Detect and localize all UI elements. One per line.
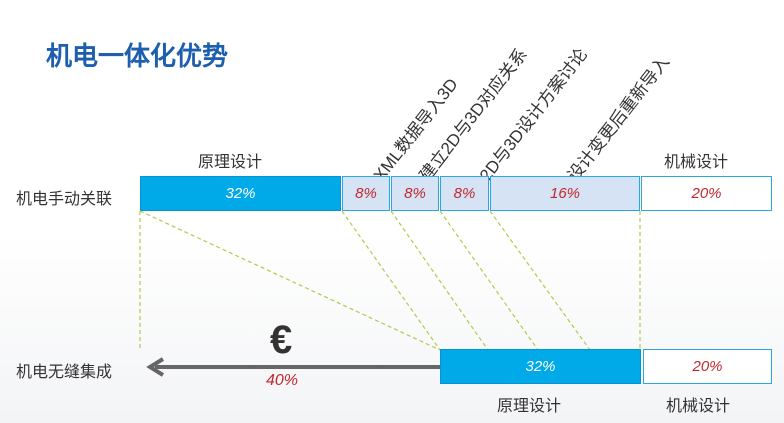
manual-mechanical-segment: 20% bbox=[641, 176, 772, 211]
top-mechanical-label: 机械设计 bbox=[664, 154, 729, 171]
slide-title: 机电一体化优势 bbox=[46, 41, 229, 71]
manual-step-mapping-segment: 8% bbox=[391, 176, 439, 211]
top-principle-label: 原理设计 bbox=[198, 154, 263, 171]
integrated-mechanical-segment: 20% bbox=[643, 349, 772, 384]
arrow-left-icon bbox=[146, 357, 440, 377]
guide-line-principle-diagonal bbox=[139, 210, 441, 351]
guide-line-step-4 bbox=[489, 210, 591, 351]
euro-icon: € bbox=[270, 318, 293, 362]
bottom-principle-label: 原理设计 bbox=[497, 398, 562, 415]
guide-line-step-2 bbox=[390, 210, 489, 351]
manual-principle-segment: 32% bbox=[140, 176, 341, 211]
manual-step-discussion-segment: 8% bbox=[440, 176, 489, 211]
guide-line-step-3 bbox=[439, 210, 539, 351]
guide-line-step-1 bbox=[341, 210, 441, 351]
integrated-principle-segment: 32% bbox=[440, 349, 641, 384]
bottom-mechanical-label: 机械设计 bbox=[666, 398, 731, 415]
saving-percent: 40% bbox=[266, 372, 299, 389]
integrated-row-label: 机电无缝集成 bbox=[16, 364, 113, 381]
manual-step-reimport-segment: 16% bbox=[490, 176, 640, 211]
manual-step-xml-segment: 8% bbox=[342, 176, 390, 211]
manual-row-label: 机电手动关联 bbox=[16, 191, 113, 208]
